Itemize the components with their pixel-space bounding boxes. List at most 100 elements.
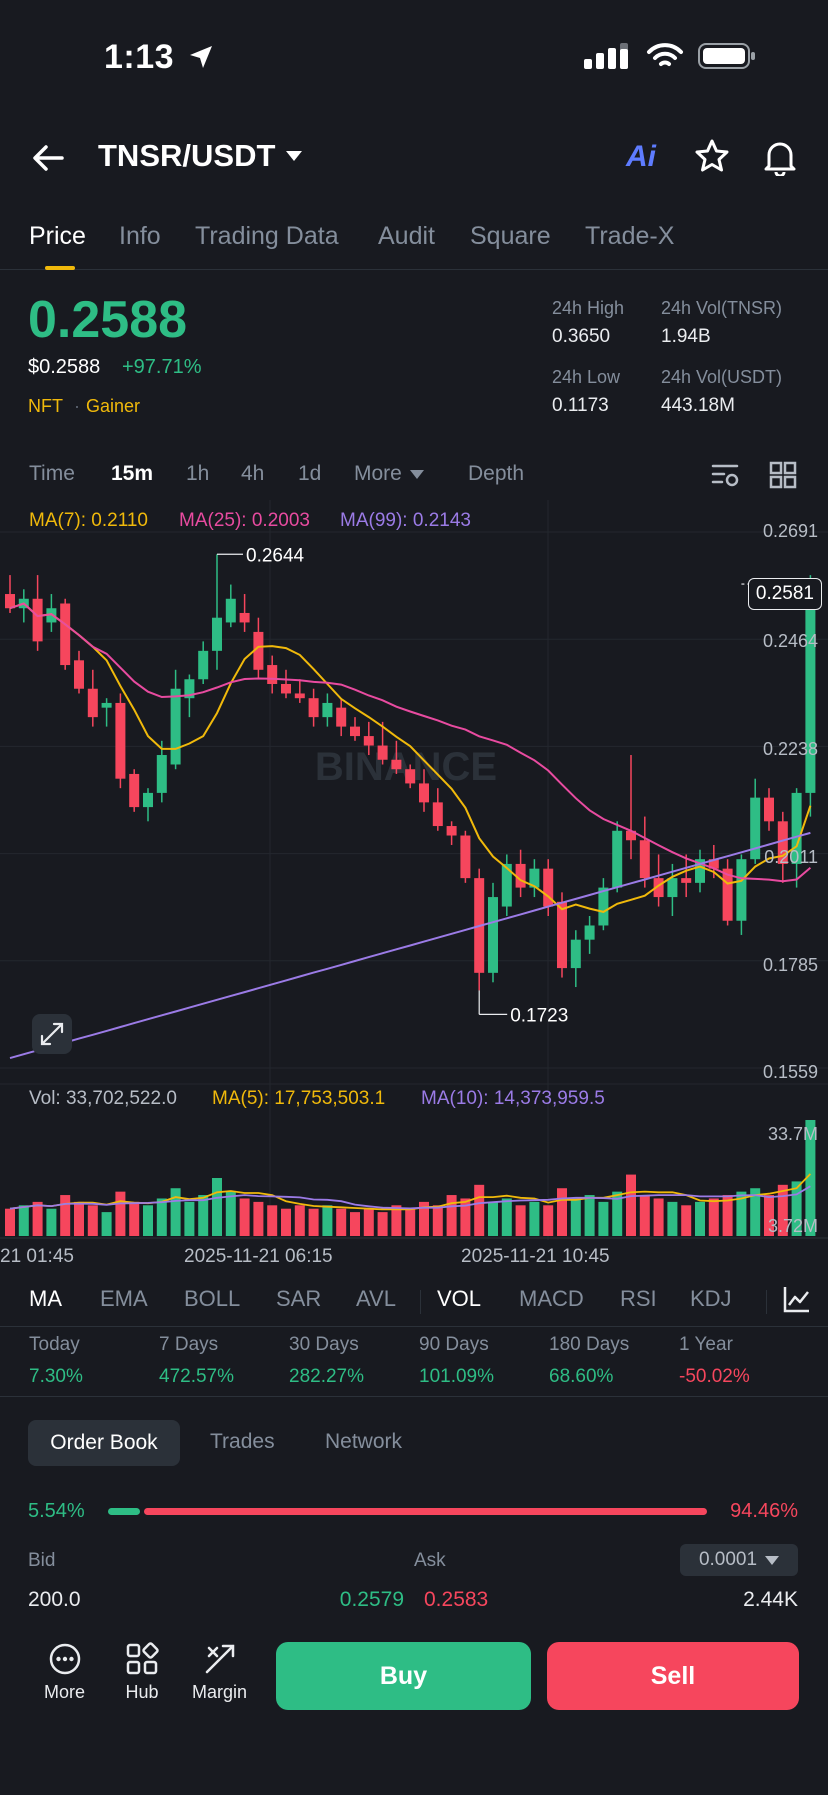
volume-bar (391, 1205, 402, 1236)
volume-bar (239, 1198, 250, 1236)
more-button[interactable]: More (44, 1642, 85, 1703)
hub-button[interactable]: Hub (125, 1642, 159, 1703)
candle (198, 650, 209, 680)
price-change-percent: +97.71% (122, 356, 202, 378)
tf-1h[interactable]: 1h (186, 462, 210, 485)
caret-down-icon (286, 151, 303, 161)
perf-label: 1 Year (679, 1334, 733, 1355)
indicator-sar[interactable]: SAR (276, 1286, 322, 1311)
perf-label: Today (29, 1334, 80, 1355)
sell-button[interactable]: Sell (547, 1642, 799, 1710)
candle (612, 830, 623, 888)
last-price: 0.2588 (28, 291, 188, 349)
tag-separator: · (74, 396, 80, 416)
tab-trading-data[interactable]: Trading Data (195, 222, 339, 250)
tab-trades[interactable]: Trades (210, 1430, 275, 1453)
time-axis-label: 2025-11-21 10:45 (461, 1246, 610, 1267)
fullscreen-button[interactable] (32, 1014, 72, 1054)
tf-depth[interactable]: Depth (468, 462, 525, 485)
candle (598, 887, 609, 926)
status-time: 1:13 (104, 38, 175, 76)
tab-price[interactable]: Price (29, 222, 86, 250)
tf-1d[interactable]: 1d (298, 462, 322, 485)
vol-ma10-line (9, 1185, 811, 1210)
vol-ma10-legend: MA(10): 14,373,959.5 (421, 1088, 605, 1109)
candle (115, 702, 126, 779)
battery-icon (698, 43, 755, 69)
indicator-kdj[interactable]: KDJ (690, 1286, 732, 1311)
candle (74, 660, 84, 689)
candle (281, 683, 291, 694)
perf-value: 472.57% (159, 1366, 235, 1387)
margin-button[interactable]: Margin (192, 1642, 247, 1703)
tab-audit[interactable]: Audit (378, 222, 435, 250)
volume-bar (350, 1212, 360, 1236)
indicator-avl[interactable]: AVL (356, 1286, 396, 1311)
volume-bar (515, 1205, 526, 1236)
candle (377, 745, 388, 760)
tab-trade-x[interactable]: Trade-X (585, 222, 675, 250)
grid-layout-icon[interactable] (768, 460, 798, 490)
volume-bar (708, 1198, 719, 1236)
ask-price[interactable]: 0.2583 (424, 1588, 489, 1611)
ai-assistant-button[interactable]: Ai (626, 140, 656, 173)
tab-network[interactable]: Network (325, 1430, 403, 1453)
volume-bar (101, 1212, 112, 1236)
tf-more[interactable]: More (354, 462, 424, 486)
perf-label: 7 Days (159, 1334, 219, 1355)
ask-ratio-bar (144, 1508, 707, 1515)
volume-bar (267, 1205, 278, 1236)
candle (32, 598, 43, 642)
stat-24h-vol-base-label: 24h Vol(TNSR) (661, 298, 783, 318)
notification-bell-icon[interactable] (762, 138, 798, 176)
pair-selector[interactable]: TNSR/USDT (98, 138, 303, 174)
tag-gainer[interactable]: Gainer (86, 396, 141, 416)
volume-bar (87, 1205, 98, 1236)
bid-price[interactable]: 0.2579 (339, 1588, 404, 1611)
tag-nft[interactable]: NFT (28, 396, 63, 416)
bid-column-label: Bid (28, 1550, 56, 1571)
favorite-star-icon[interactable] (694, 138, 730, 174)
indicator-vol[interactable]: VOL (437, 1286, 482, 1311)
volume-bar (446, 1195, 457, 1236)
indicator-ma[interactable]: MA (29, 1286, 62, 1311)
candle (708, 859, 719, 869)
volume-bar (5, 1208, 15, 1236)
candle (488, 897, 498, 973)
volume-bar (722, 1195, 733, 1236)
volume-bar (736, 1191, 747, 1236)
tf-4h[interactable]: 4h (241, 462, 265, 485)
volume-bar (184, 1201, 195, 1236)
price-axis-label: 0.1785 (762, 955, 818, 975)
volume-bar (570, 1198, 581, 1236)
tab-order-book[interactable]: Order Book (28, 1420, 180, 1466)
indicator-ema[interactable]: EMA (100, 1286, 148, 1311)
volume-bar (501, 1198, 512, 1236)
candle (405, 769, 416, 784)
chart-settings-icon[interactable] (710, 460, 740, 490)
more-label: More (44, 1682, 86, 1702)
indicator-rsi[interactable]: RSI (620, 1286, 657, 1311)
tab-info[interactable]: Info (119, 222, 161, 250)
candle (626, 830, 636, 841)
indicator-settings-icon[interactable] (782, 1284, 812, 1314)
buy-button[interactable]: Buy (276, 1642, 531, 1710)
candle (791, 792, 802, 864)
back-arrow-icon[interactable] (28, 138, 68, 178)
candle (156, 755, 167, 793)
high-annotation: 0.2644 (246, 545, 305, 566)
indicator-macd[interactable]: MACD (519, 1286, 584, 1311)
cellular-signal-icon (584, 43, 628, 69)
price-axis-label: 0.2011 (764, 847, 818, 867)
tab-square[interactable]: Square (470, 222, 551, 250)
precision-select[interactable]: 0.0001 (680, 1544, 798, 1576)
tf-15m[interactable]: 15m (111, 462, 154, 485)
candle (750, 797, 761, 860)
indicator-boll[interactable]: BOLL (184, 1286, 241, 1311)
volume-bar (529, 1201, 540, 1236)
tf-time[interactable]: Time (29, 462, 75, 485)
low-annotation: 0.1723 (510, 1005, 568, 1026)
perf-value: -50.02% (679, 1366, 750, 1387)
stat-24h-high-label: 24h High (552, 298, 625, 318)
